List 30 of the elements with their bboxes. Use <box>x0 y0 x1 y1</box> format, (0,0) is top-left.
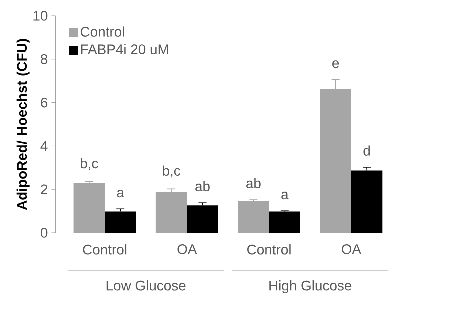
x-tick-label: Control <box>83 244 127 255</box>
bar <box>105 212 136 233</box>
data-label: d <box>364 146 370 156</box>
x-tick-label: OA <box>342 244 362 254</box>
data-label: ab <box>246 178 261 188</box>
data-label: a <box>117 190 124 198</box>
data-label: b,c <box>163 166 180 178</box>
legend-label: FABP4i 20 uM <box>81 44 168 55</box>
data-label: b,c <box>80 158 98 170</box>
legend-label: Control <box>80 26 124 37</box>
y-tick-label: 2 <box>41 184 48 194</box>
bar <box>238 201 270 233</box>
data-label: a <box>282 192 289 200</box>
x-tick-label: OA <box>178 244 198 254</box>
text: Low Glucose <box>106 280 186 291</box>
data-label: e <box>332 60 340 68</box>
bar <box>156 192 188 233</box>
y-axis-title: AdipoRed/ Hoechst (CFU) <box>16 39 30 210</box>
data-label: ab <box>196 181 210 192</box>
bar <box>187 206 218 233</box>
y-tick-label: 6 <box>41 98 48 108</box>
bar <box>74 183 105 233</box>
bar <box>351 170 383 233</box>
bar <box>269 212 301 233</box>
y-tick-label: 10 <box>34 11 48 21</box>
y-tick-label: 8 <box>41 54 48 64</box>
y-tick-label: 4 <box>40 141 48 151</box>
text: High Glucose <box>270 280 352 294</box>
y-tick-label: 0 <box>40 228 48 238</box>
x-tick-label: Control <box>248 244 291 255</box>
